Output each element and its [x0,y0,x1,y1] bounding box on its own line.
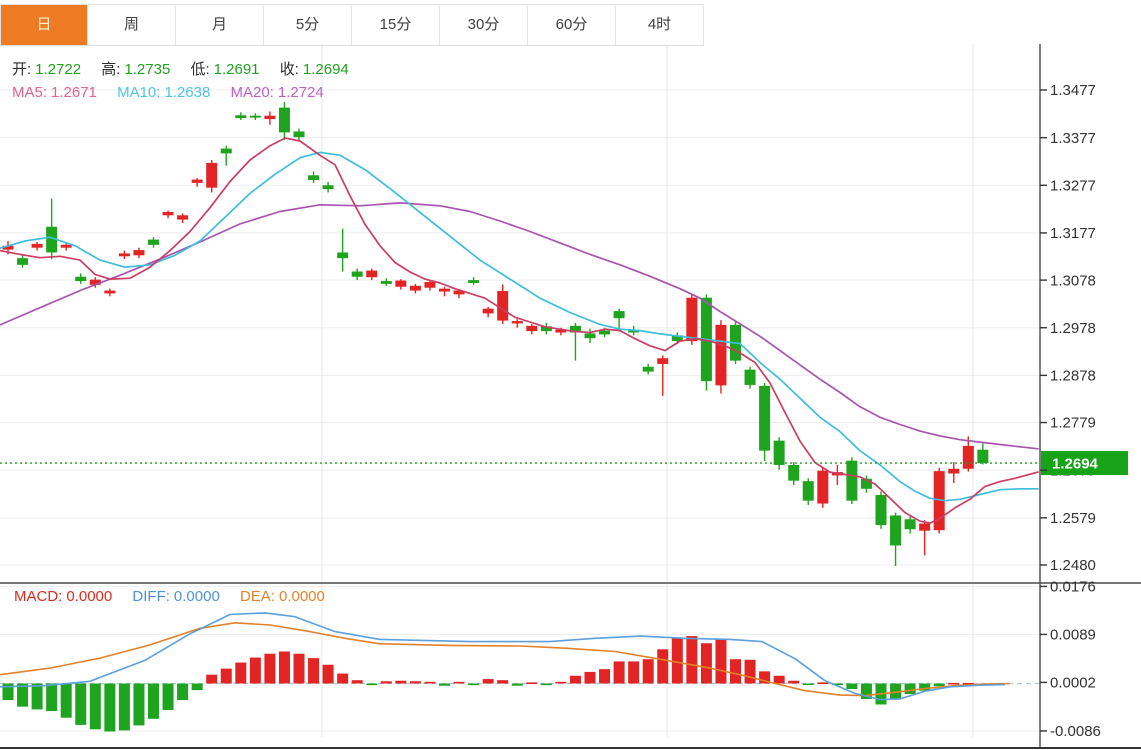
close-label: 收: [279,61,299,78]
price-tick-label: 1.2878 [1050,368,1096,385]
dea-value: 0.0000 [278,588,325,605]
tab-日[interactable]: 日 [0,5,88,45]
high-value: 1.2735 [124,61,171,78]
price-tick-label: 1.3377 [1050,130,1096,147]
current-price-badge-text: 1.2694 [1052,456,1099,473]
diff-value: 0.0000 [173,588,220,605]
macd-tick-label: 0.0002 [1050,675,1096,692]
price-tick-label: 1.3177 [1050,225,1096,242]
close-value: 1.2694 [302,61,349,78]
macd-label: MACD: [14,588,63,605]
macd-tick-label: 0.0176 [1050,579,1096,596]
low-label: 低: [190,61,210,78]
dea-line [0,621,1011,697]
tab-5分[interactable]: 5分 [264,5,352,45]
ma5-value: 1.2671 [51,84,97,101]
price-tick-label: 1.2480 [1050,557,1096,574]
tab-周[interactable]: 周 [88,5,176,45]
diff-label: DIFF: [132,588,170,605]
ma5-line [0,137,1039,524]
price-tick-label: 1.3078 [1050,272,1096,289]
ma10-line [0,151,1039,502]
open-value: 1.2722 [35,61,82,78]
price-tick-label: 1.2978 [1050,320,1096,337]
price-tick-label: 1.3277 [1050,177,1096,194]
open-label: 开: [12,61,32,78]
tab-60分[interactable]: 60分 [528,5,616,45]
candlestick-macd-chart[interactable]: 1.3477 1.3377 1.3277 1.3177 1.3078 1.2978 1.28… [0,44,1141,750]
timeframe-tab-bar: 日周月 5分 15分 30分 60分 4时 [0,4,704,46]
tab-15分[interactable]: 15分 [352,5,440,45]
clipped-tick-label: -0.0174 [1050,747,1101,750]
price-tick-label: 1.3477 [1050,82,1096,99]
low-value: 1.2691 [213,61,260,78]
ma20-line [0,202,1039,450]
macd-histogram [2,636,989,732]
macd-tick-label: 0.0089 [1050,627,1096,644]
macd-tick-label: -0.0086 [1050,723,1101,740]
ohlc-readout: 开: 1.2722 高: 1.2735 低: 1.2691 收: 1.2694 [12,58,353,79]
ma10-label: MA10: [117,84,161,101]
price-tick-label: 1.2779 [1050,415,1096,432]
ma-readout: MA5: 1.2671 MA10: 1.2638 MA20: 1.2724 [12,84,328,101]
tab-4时[interactable]: 4时 [616,5,704,45]
dea-label: DEA: [239,588,275,605]
diff-line [0,612,1006,701]
price-tick-label: 1.2579 [1050,510,1096,527]
ma10-value: 1.2638 [164,84,211,101]
ma5-label: MA5: [12,84,48,101]
ma20-label: MA20: [230,84,274,101]
tab-月[interactable]: 月 [176,5,264,45]
chart-area[interactable]: 1.3477 1.3377 1.3277 1.3177 1.3078 1.2978 1.28… [0,44,1141,750]
macd-readout: MACD: 0.0000 DIFF: 0.0000 DEA: 0.0000 [14,588,329,605]
candles-layer [2,101,989,566]
tab-30分[interactable]: 30分 [440,5,528,45]
ma20-value: 1.2724 [277,84,324,101]
high-label: 高: [101,61,121,78]
current-price-badge [1041,451,1128,476]
macd-value: 0.0000 [66,588,113,605]
